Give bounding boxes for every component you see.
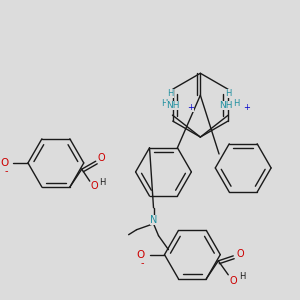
Text: O: O [236,249,244,259]
Text: O: O [230,276,237,286]
Text: NH: NH [220,101,233,110]
Text: H: H [100,178,106,187]
Text: O: O [98,153,106,163]
Text: H: H [225,89,231,98]
Text: O: O [91,181,98,191]
Text: +: + [243,103,250,112]
Text: -: - [141,258,144,268]
Text: NH: NH [166,101,179,110]
Text: O: O [136,250,145,260]
Text: +: + [187,103,194,112]
Text: H: H [239,272,245,281]
Text: N: N [150,215,157,225]
Text: H: H [161,99,168,108]
Text: O: O [0,158,8,168]
Text: H: H [233,99,239,108]
Text: -: - [4,166,8,176]
Text: H: H [167,89,174,98]
